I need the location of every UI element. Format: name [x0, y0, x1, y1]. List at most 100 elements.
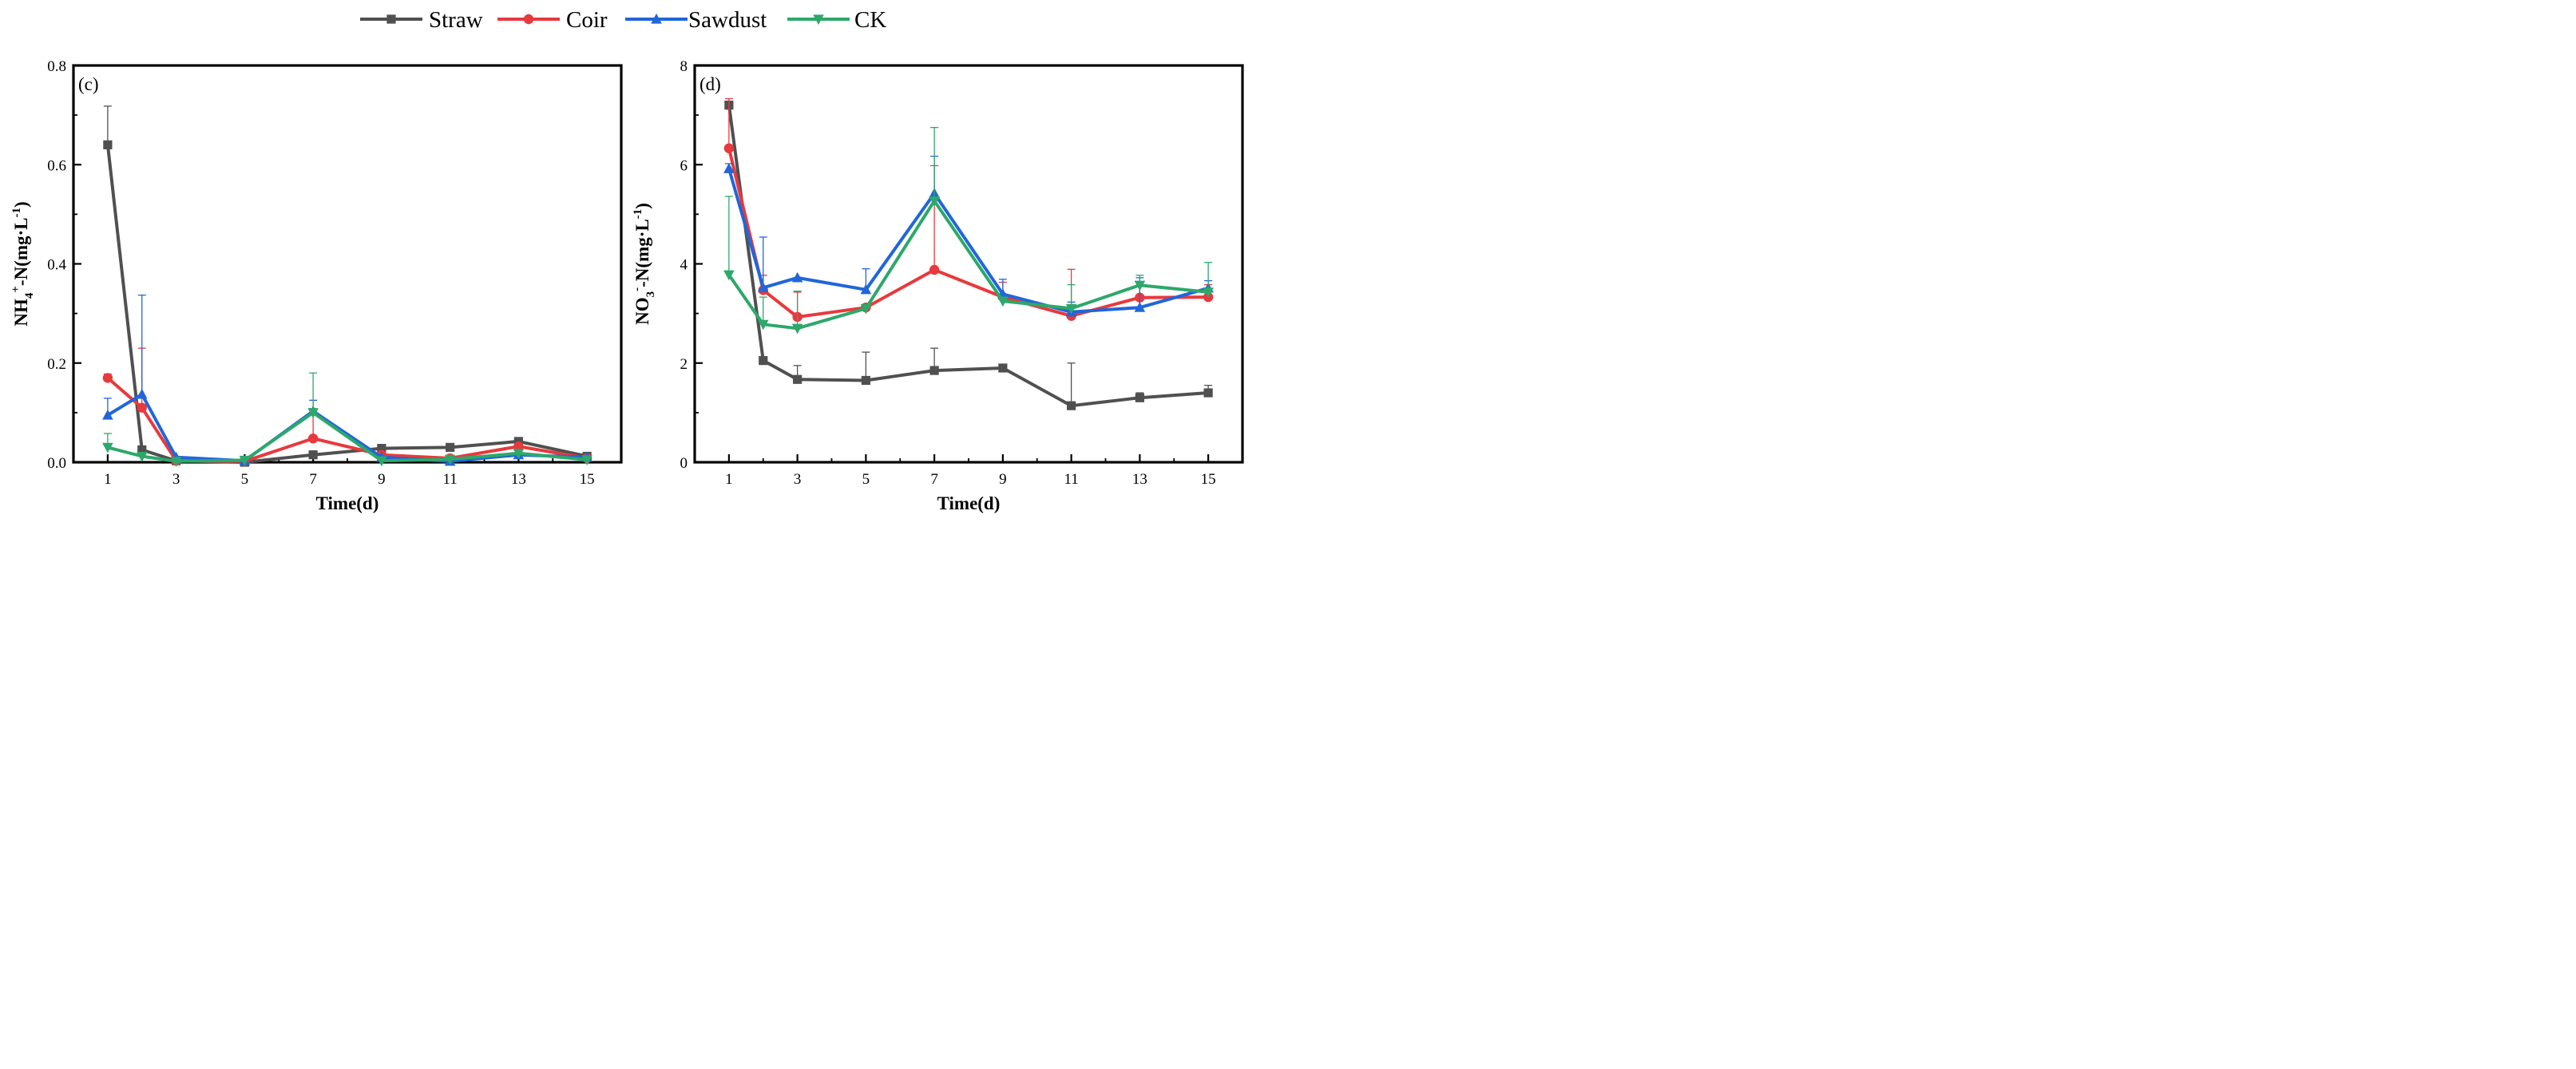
legend-marker [651, 13, 662, 24]
data-point [137, 445, 147, 455]
series-line [105, 145, 588, 464]
data-point [791, 323, 803, 335]
x-tick-label: 3 [794, 471, 802, 488]
data-point [307, 433, 319, 444]
data-point [929, 264, 940, 275]
y-axis-title: NH4+-N(mg·L-1) [10, 201, 36, 326]
legend-item-ck: CK [787, 7, 886, 33]
y-tick-label: 2 [680, 356, 688, 373]
data-point [1134, 302, 1146, 312]
series-ck [723, 127, 1214, 335]
data-point [513, 437, 523, 446]
x-axis-title: Time(d) [937, 493, 1001, 513]
legend-label: Sawdust [688, 7, 767, 33]
data-point [239, 455, 251, 466]
data-point [376, 456, 387, 467]
x-tick-label: 11 [1064, 471, 1078, 488]
x-tick-label: 11 [442, 471, 457, 488]
data-point [581, 455, 592, 465]
y-tick-label: 0.0 [47, 455, 66, 472]
series-line [727, 168, 1209, 314]
x-tick-label: 9 [999, 471, 1007, 488]
data-point [997, 296, 1009, 307]
data-point [1135, 393, 1144, 402]
series-straw [103, 105, 592, 467]
data-point [1203, 388, 1213, 398]
x-tick-label: 1 [104, 471, 112, 488]
legend-label: CK [854, 7, 886, 33]
data-point [998, 363, 1008, 373]
data-point [791, 271, 803, 283]
x-tick-label: 1 [725, 471, 733, 488]
data-point [103, 140, 113, 149]
data-point [102, 373, 113, 383]
series-straw [724, 101, 1213, 410]
x-tick-label: 9 [378, 471, 386, 488]
x-axis-title: Time(d) [316, 493, 379, 513]
x-tick-label: 7 [309, 471, 317, 488]
data-point [307, 408, 319, 418]
x-tick-label: 5 [862, 471, 870, 488]
data-point [1134, 280, 1146, 291]
data-point [137, 402, 147, 413]
data-point [759, 356, 768, 366]
data-point [757, 282, 769, 292]
legend-label: Straw [429, 7, 483, 33]
legend-marker [386, 14, 396, 24]
data-point [102, 442, 113, 453]
data-point [102, 409, 113, 420]
data-point [1067, 401, 1076, 410]
plot-frame [72, 64, 623, 464]
legend-item-sawdust: Sawdust [625, 7, 767, 33]
data-point [377, 444, 386, 453]
data-point [757, 319, 769, 331]
panel-label: (d) [699, 74, 721, 94]
x-tick-label: 7 [930, 471, 938, 488]
data-point [929, 366, 939, 375]
data-point [444, 454, 456, 465]
y-tick-label: 0.2 [47, 356, 66, 373]
data-point [929, 196, 940, 207]
x-tick-label: 13 [511, 471, 526, 488]
data-point [513, 449, 525, 459]
y-tick-label: 0.8 [47, 58, 66, 75]
chart-panel-c: 0.00.20.40.60.81 3 5 7 9 11 13 15Time(d)NH4+-N(… [10, 58, 623, 513]
legend-marker [813, 14, 824, 26]
series-ck [102, 372, 592, 467]
x-tick-label: 15 [580, 471, 595, 488]
legend-item-coir: Coir [497, 7, 608, 33]
x-tick-label: 5 [241, 471, 249, 488]
legend-label: Coir [566, 7, 608, 33]
data-point [860, 283, 872, 295]
data-point [861, 375, 870, 386]
data-point [308, 450, 318, 460]
data-point [723, 143, 735, 153]
y-tick-label: 4 [680, 257, 688, 274]
y-tick-label: 0.4 [47, 257, 66, 274]
data-point [860, 303, 872, 315]
data-point [723, 163, 735, 173]
data-point [793, 374, 803, 384]
data-point [1065, 303, 1077, 315]
data-point [723, 270, 735, 281]
y-tick-label: 0.6 [47, 157, 66, 174]
data-point [136, 388, 148, 399]
data-point [446, 442, 455, 452]
legend: Straw Coir Sawdust CK [360, 7, 886, 33]
figure: Straw Coir Sawdust CK 0.00.20.40.60.81 3 5 7 9 1… [10, 7, 1244, 513]
panel-label: (c) [78, 74, 99, 94]
series-coir [102, 347, 592, 466]
legend-item-straw: Straw [360, 7, 483, 33]
data-point [1203, 287, 1214, 299]
data-point [170, 457, 182, 467]
data-point [136, 451, 148, 462]
x-tick-label: 3 [172, 471, 180, 488]
x-tick-label: 15 [1201, 471, 1216, 488]
x-tick-label: 13 [1132, 471, 1147, 488]
y-tick-label: 8 [680, 58, 688, 75]
legend-marker [523, 14, 534, 25]
y-axis-title: NO3--N(mg·L-1) [631, 203, 657, 325]
y-tick-label: 6 [680, 157, 688, 174]
series-line [727, 105, 1209, 408]
